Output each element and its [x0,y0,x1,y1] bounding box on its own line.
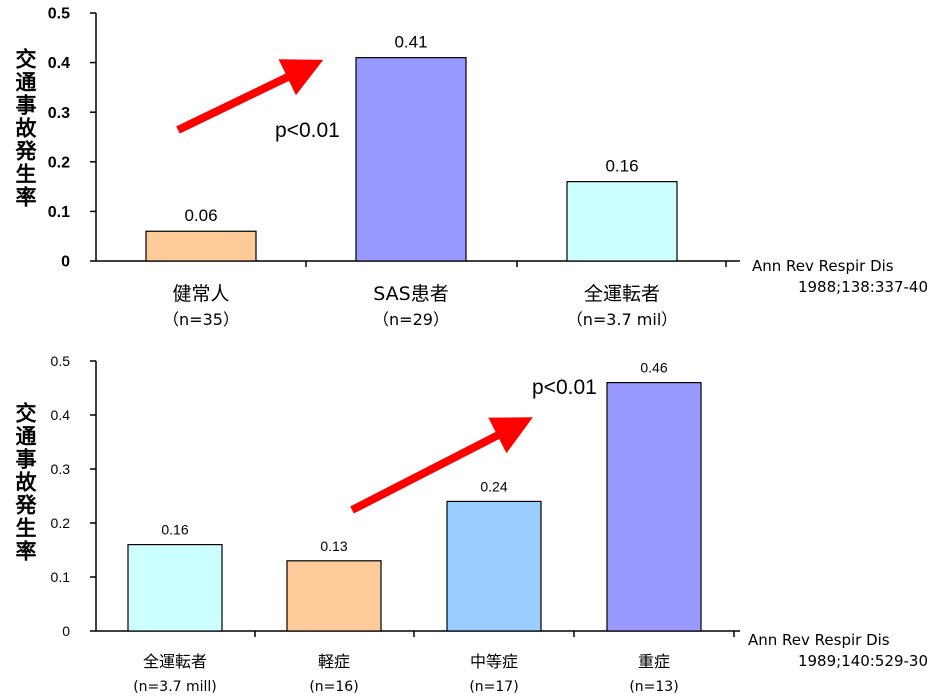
top-y-tick-label: 0.4 [48,55,70,72]
bottom-y-tick-label: 0.2 [51,515,71,531]
bottom-category-label: 中等症 [470,652,518,671]
bottom-y-tick-label: 0.3 [51,461,71,477]
bottom-y-tick-label: 0.5 [51,353,71,369]
top-category-sublabel: （n=3.7 mil） [567,310,678,329]
bottom-category-label: 全運転者 [143,652,207,671]
bottom-chart-y-axis-label: 交通事故発生率 [13,402,37,563]
top-category-label: 健常人 [172,283,229,305]
top-bar-data-label: 0.06 [184,206,217,225]
top-bar [355,57,467,262]
bottom-category-label: 重症 [638,652,670,671]
bottom-category-sublabel: (n=3.7 mill) [133,679,217,695]
bottom-bar-data-label: 0.24 [480,478,507,494]
bottom-category-label: 軽症 [318,652,350,671]
top-bar [145,230,257,262]
bottom-p-value-annotation: p<0.01 [532,376,597,399]
top-y-tick-label: 0 [61,254,70,271]
top-y-tick-label: 0.5 [48,6,70,23]
top-bar-data-label: 0.41 [394,33,427,52]
top-category-sublabel: （n=29） [373,310,449,329]
bottom-bar [446,500,542,632]
top-trend-arrow [176,59,324,134]
top-chart-y-axis-label: 交通事故発生率 [13,48,37,209]
bottom-trend-arrow [350,417,533,514]
bottom-bar [127,543,223,632]
top-category-sublabel: （n=35） [163,310,239,329]
bottom-bar-data-label: 0.16 [161,522,188,538]
bottom-category-sublabel: (n=13) [629,679,678,695]
bottom-bar [286,560,382,632]
bottom-category-sublabel: (n=16) [309,679,358,695]
bottom-reference-citation: 1989;140:529-30 [797,652,928,670]
top-reference-citation: 1988;138:337-40 [797,278,928,296]
top-bar [566,181,678,262]
top-bar-data-label: 0.16 [605,157,638,176]
bottom-chart-reference: Ann Rev Respir Dis 1989;140:529-30 [742,630,928,672]
bottom-bar-data-label: 0.46 [640,360,667,376]
top-category-label: SAS患者 [373,283,448,305]
top-category-label: 全運転者 [584,283,660,305]
top-y-tick-label: 0.1 [48,204,70,221]
top-chart-reference: Ann Rev Respir Dis 1988;138:337-40 [742,256,928,298]
bottom-bar [606,382,702,632]
top-y-tick-label: 0.2 [48,154,70,171]
bottom-bar-data-label: 0.13 [320,538,347,554]
bottom-y-tick-label: 0.4 [51,407,71,423]
top-reference-journal: Ann Rev Respir Dis [752,257,894,275]
top-p-value-annotation: p<0.01 [275,119,340,142]
bottom-category-sublabel: (n=17) [469,679,518,695]
bottom-y-tick-label: 0 [62,623,70,639]
bottom-y-tick-label: 0.1 [51,569,71,585]
top-y-tick-label: 0.3 [48,105,70,122]
bottom-reference-journal: Ann Rev Respir Dis [748,631,890,649]
